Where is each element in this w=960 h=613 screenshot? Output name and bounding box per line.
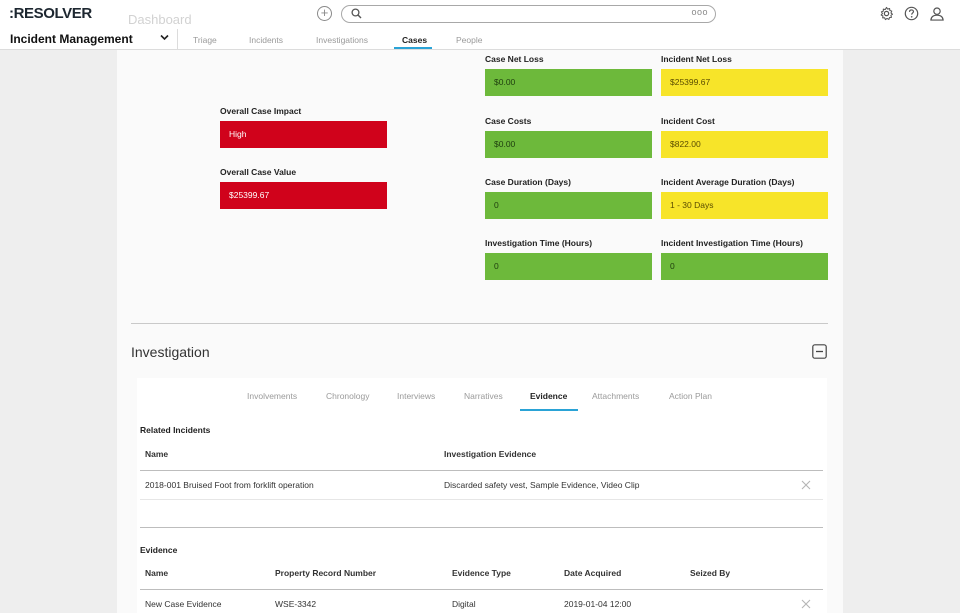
search-options-icon[interactable]: ooo	[691, 7, 708, 17]
evidence-title: Evidence	[140, 545, 178, 555]
related-incident-evidence: Discarded safety vest, Sample Evidence, …	[444, 480, 640, 490]
remove-icon[interactable]	[801, 480, 811, 490]
incident-net-loss-label: Incident Net Loss	[661, 54, 732, 64]
incident-avg-duration-label: Incident Average Duration (Days)	[661, 177, 795, 187]
table-section-divider	[140, 527, 823, 528]
active-tab-indicator	[394, 47, 432, 49]
investigation-time-value: 0	[485, 253, 652, 280]
case-costs-label: Case Costs	[485, 116, 532, 126]
case-net-loss-label: Case Net Loss	[485, 54, 544, 64]
column-header-date-acquired: Date Acquired	[564, 568, 622, 578]
column-header-seized-by: Seized By	[690, 568, 731, 578]
investigation-tab-panel	[137, 378, 827, 613]
search-input[interactable]: ooo	[341, 5, 716, 23]
case-duration-label: Case Duration (Days)	[485, 177, 571, 187]
evidence-name[interactable]: New Case Evidence	[145, 599, 222, 609]
case-duration-value: 0	[485, 192, 652, 219]
column-header-investigation-evidence: Investigation Evidence	[444, 449, 537, 459]
tab-involvements[interactable]: Involvements	[247, 391, 298, 401]
overall-case-impact-value: High	[220, 121, 387, 148]
incident-investigation-time-label: Incident Investigation Time (Hours)	[661, 238, 803, 248]
tab-triage[interactable]: Triage	[193, 35, 217, 45]
related-incident-name[interactable]: 2018-001 Bruised Foot from forklift oper…	[145, 480, 314, 490]
remove-icon[interactable]	[801, 599, 811, 609]
resolver-logo[interactable]: :RESOLVER	[9, 5, 92, 22]
gear-icon[interactable]	[879, 6, 894, 21]
related-incidents-title: Related Incidents	[140, 425, 211, 435]
chevron-down-icon[interactable]	[160, 34, 169, 41]
table-header-divider	[140, 470, 823, 471]
table-header-divider	[140, 589, 823, 590]
investigation-time-label: Investigation Time (Hours)	[485, 238, 593, 248]
nav-divider	[177, 29, 178, 50]
tab-people[interactable]: People	[456, 35, 483, 45]
tab-cases[interactable]: Cases	[402, 35, 428, 45]
section-divider	[131, 323, 828, 324]
column-header-property-record-number: Property Record Number	[275, 568, 377, 578]
overall-case-value-label: Overall Case Value	[220, 167, 297, 177]
collapse-icon[interactable]	[812, 344, 827, 359]
column-header-evidence-type: Evidence Type	[452, 568, 511, 578]
user-profile-icon[interactable]	[929, 6, 945, 21]
overall-case-impact-label: Overall Case Impact	[220, 106, 302, 116]
column-header-name: Name	[145, 568, 169, 578]
dashboard-title: Dashboard	[128, 12, 192, 27]
active-subtab-indicator	[520, 409, 578, 411]
evidence-record-number: WSE-3342	[275, 599, 317, 609]
help-icon[interactable]	[904, 6, 919, 21]
app-nav-bar: Incident Management Triage Incidents Inv…	[0, 29, 960, 50]
tab-investigations[interactable]: Investigations	[316, 35, 368, 45]
add-icon[interactable]: +	[317, 6, 332, 21]
evidence-date-acquired: 2019-01-04 12:00	[564, 599, 632, 609]
incident-net-loss-value: $25399.67	[661, 69, 828, 96]
tab-attachments[interactable]: Attachments	[592, 391, 640, 401]
incident-avg-duration-value: 1 - 30 Days	[661, 192, 828, 219]
investigation-section-title: Investigation	[131, 344, 210, 360]
overall-case-value-value: $25399.67	[220, 182, 387, 209]
tab-incidents[interactable]: Incidents	[249, 35, 284, 45]
evidence-type: Digital	[452, 599, 476, 609]
tab-interviews[interactable]: Interviews	[397, 391, 436, 401]
tab-action-plan[interactable]: Action Plan	[669, 391, 712, 401]
tab-chronology[interactable]: Chronology	[326, 391, 370, 401]
app-selector[interactable]: Incident Management	[10, 32, 133, 46]
tab-evidence[interactable]: Evidence	[530, 391, 568, 401]
column-header-name: Name	[145, 449, 169, 459]
incident-cost-label: Incident Cost	[661, 116, 715, 126]
tab-narratives[interactable]: Narratives	[464, 391, 503, 401]
table-row-divider	[140, 499, 823, 500]
top-header: :RESOLVER + ooo	[0, 0, 960, 29]
case-costs-value: $0.00	[485, 131, 652, 158]
incident-cost-value: $822.00	[661, 131, 828, 158]
incident-investigation-time-value: 0	[661, 253, 828, 280]
search-icon	[351, 8, 362, 19]
case-net-loss-value: $0.00	[485, 69, 652, 96]
